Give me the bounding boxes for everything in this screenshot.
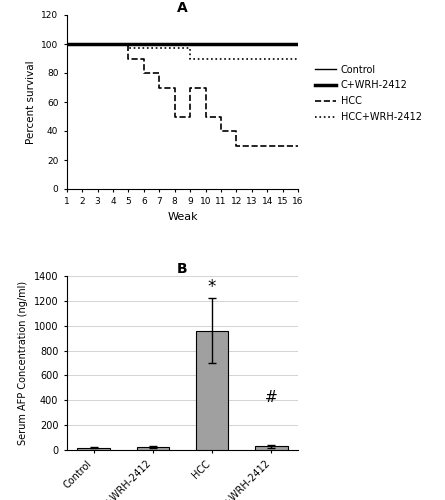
Bar	[137, 447, 169, 450]
Bar	[77, 448, 110, 450]
X-axis label: Weak: Weak	[167, 212, 198, 222]
Text: #: #	[265, 390, 278, 406]
Bar	[196, 330, 228, 450]
Y-axis label: Percent survival: Percent survival	[26, 60, 36, 144]
Title: A: A	[177, 1, 188, 15]
Y-axis label: Serum AFP Concentration (ng/ml): Serum AFP Concentration (ng/ml)	[18, 281, 28, 445]
Bar	[255, 446, 287, 450]
Text: *: *	[208, 278, 216, 296]
Title: B: B	[177, 262, 188, 276]
Legend: Control, C+WRH-2412, HCC, HCC+WRH-2412: Control, C+WRH-2412, HCC, HCC+WRH-2412	[315, 64, 422, 122]
